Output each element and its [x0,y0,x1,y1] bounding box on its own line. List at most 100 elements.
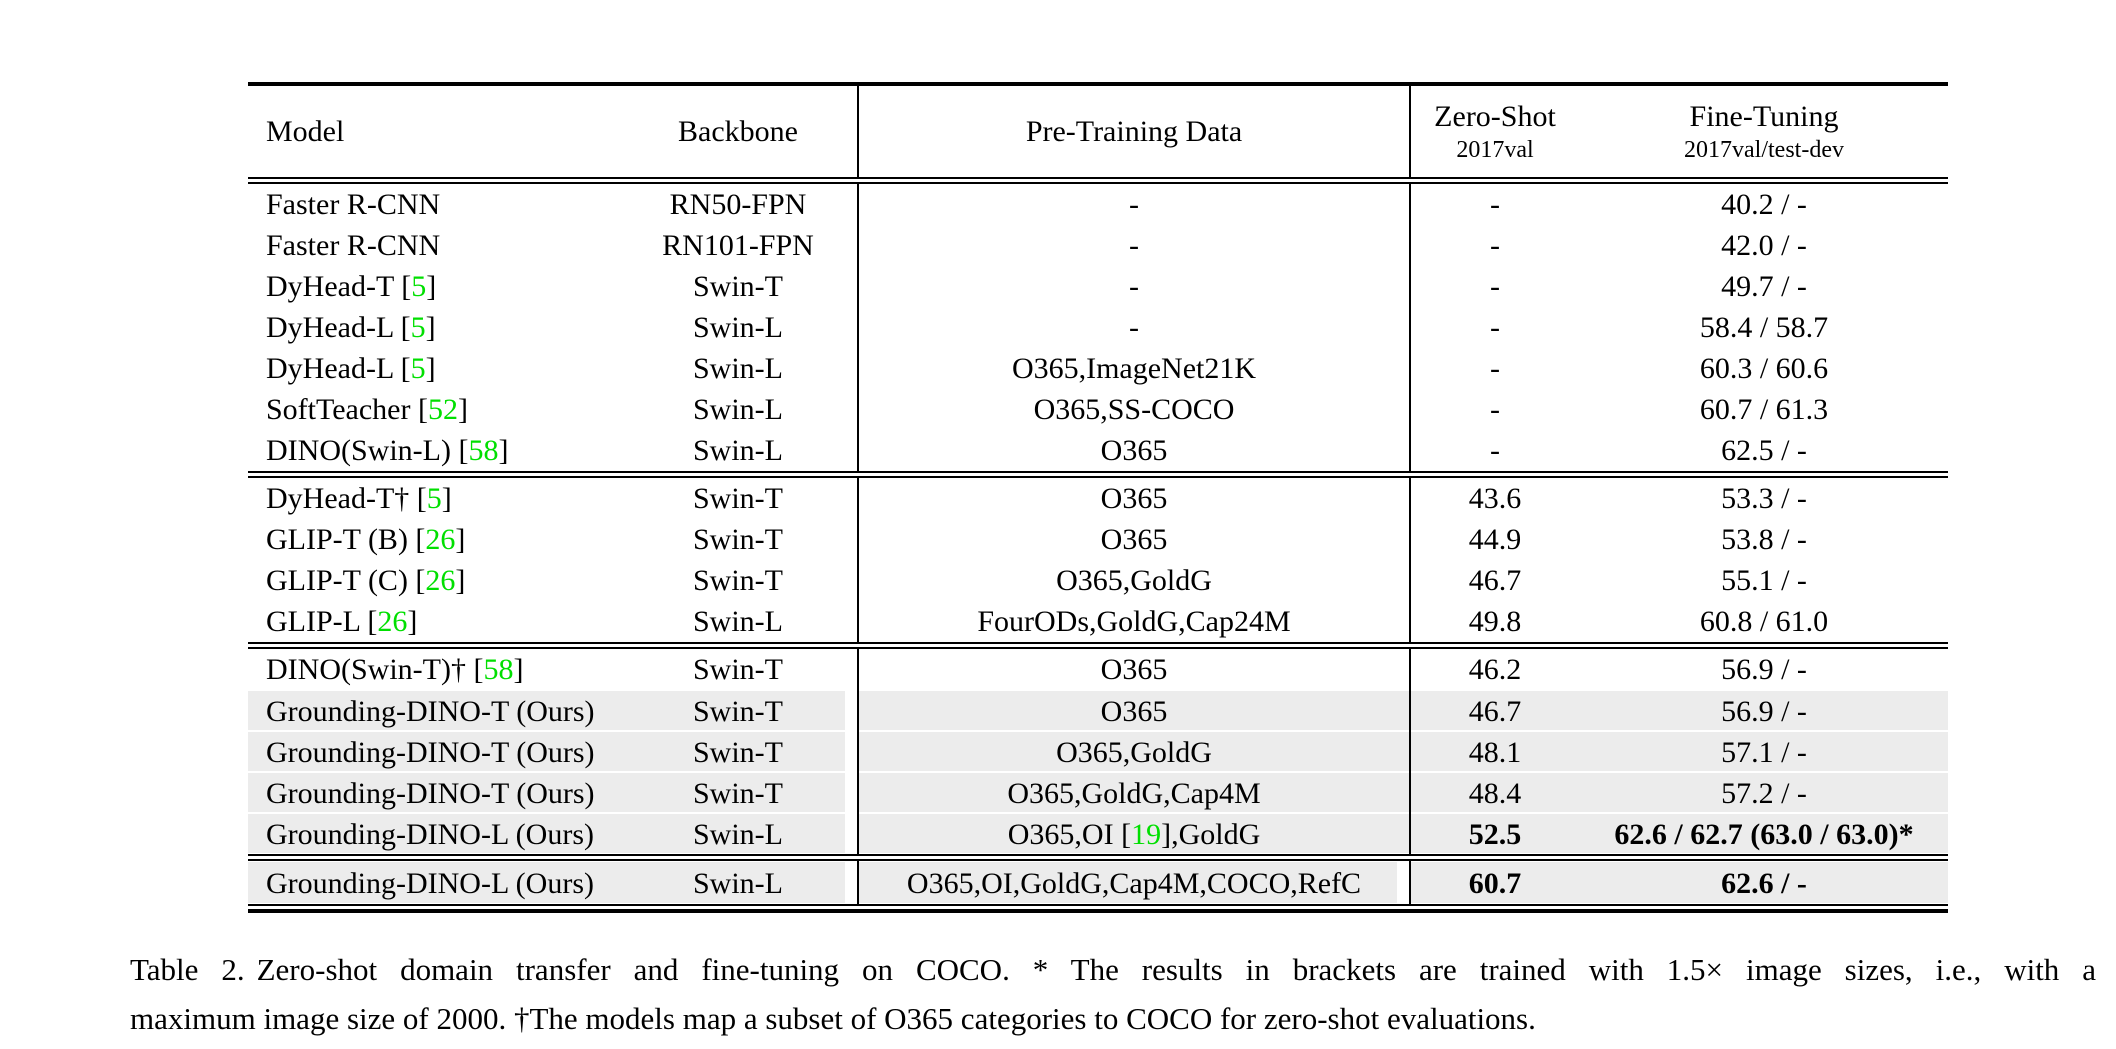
cell-model: SoftTeacher [52] [266,393,468,426]
header-fine-tuning-subtitle: 2017val/test-dev [1684,136,1844,163]
citation-number: 26 [425,564,456,597]
cell-backbone: Swin-L [693,352,783,385]
cell-backbone: Swin-L [693,434,783,467]
cell-pretraining-data: - [1129,188,1139,221]
cell-backbone: Swin-T [693,777,783,810]
citation-number: 26 [425,523,456,556]
cell-model: DINO(Swin-T)† [58] [266,653,524,686]
cell-fine-tuning-score: 53.3 / - [1721,482,1807,515]
caption-line-1-text: Zero-shot domain transfer and fine-tunin… [256,952,2097,987]
table-row: Grounding-DINO-T (Ours) Swin-T O365,Gold… [248,772,1948,813]
column-divider [857,478,859,642]
header-pretraining-data: Pre-Training Data [1025,115,1243,148]
cell-model: DyHead-T [5] [266,270,437,303]
table-row: DINO(Swin-T)† [58] Swin-T O365 46.2 56.9… [248,649,1948,690]
cell-backbone: Swin-T [693,482,783,515]
cell-fine-tuning-score: 62.6 / - [1721,867,1807,900]
cell-model: Faster R-CNN [266,229,441,262]
cell-zero-shot-score: 48.4 [1468,777,1522,810]
cell-model: DINO(Swin-L) [58] [266,434,509,467]
cell-fine-tuning-score: 57.2 / - [1721,777,1807,810]
column-divider [1409,649,1411,854]
header-zero-shot: Zero-Shot 2017val [1410,86,1580,177]
cell-fine-tuning-score: 55.1 / - [1721,564,1807,597]
cell-backbone: Swin-T [693,523,783,556]
column-divider [857,861,859,904]
citation-number: 5 [410,311,426,344]
cell-model: GLIP-T (B) [26] [266,523,466,556]
cell-pretraining-data: O365 [1100,434,1168,467]
cell-zero-shot-score: 52.5 [1468,818,1522,851]
cell-fine-tuning-score: 56.9 / - [1721,695,1807,728]
table-row: DINO(Swin-L) [58] Swin-L O365 - 62.5 / - [248,430,1948,471]
cell-model: Grounding-DINO-L (Ours) [266,818,594,851]
cell-fine-tuning-score: 57.1 / - [1721,736,1807,769]
cell-zero-shot-score: - [1490,311,1500,344]
citation-number: 58 [468,434,499,467]
cell-zero-shot-score: 44.9 [1468,523,1522,556]
table-header-row: Model Backbone Pre-Training Data Zero-Sh… [248,86,1948,177]
header-separator-rule [248,177,1948,184]
header-model: Model [266,115,345,148]
table-top-rule [248,82,1948,86]
cell-fine-tuning-score: 42.0 / - [1721,229,1807,262]
cell-zero-shot-score: - [1490,188,1500,221]
results-table: Model Backbone Pre-Training Data Zero-Sh… [248,82,1948,913]
cell-backbone: Swin-L [693,818,783,851]
cell-zero-shot-score: - [1490,352,1500,385]
block-separator-rule [248,642,1948,649]
cell-zero-shot-score: - [1490,393,1500,426]
cell-zero-shot-score: 46.7 [1468,695,1522,728]
caption-label: Table 2. [130,952,245,987]
column-divider [857,184,859,471]
table-caption: Table 2. Zero-shot domain transfer and fi… [130,945,2096,1043]
citation-number: 58 [483,653,514,686]
cell-pretraining-data: O365,ImageNet21K [1011,352,1257,385]
cell-pretraining-data: - [1129,229,1139,262]
cell-model: Grounding-DINO-T (Ours) [266,736,595,769]
cell-model: Grounding-DINO-L (Ours) [266,867,594,900]
table-bottom-rule [248,904,1948,913]
cell-backbone: Swin-L [693,311,783,344]
cell-zero-shot-score: 48.1 [1468,736,1522,769]
cell-pretraining-data: O365,GoldG,Cap4M [1007,777,1261,810]
header-fine-tuning: Fine-Tuning 2017val/test-dev [1580,86,1948,177]
cell-backbone: Swin-L [693,867,783,900]
table-block-grounding-dino: DINO(Swin-T)† [58] Swin-T O365 46.2 56.9… [248,649,1948,854]
cell-pretraining-data: - [1129,311,1139,344]
citation-number: 19 [1131,818,1162,851]
cell-pretraining-data: O365,OI [19],GoldG [1007,818,1261,851]
cell-zero-shot-score: - [1490,434,1500,467]
cell-pretraining-data: O365 [1100,523,1168,556]
cell-model: DyHead-T† [5] [266,482,452,515]
column-divider [857,86,859,177]
table-row: Grounding-DINO-L (Ours) Swin-L O365,OI [… [248,813,1948,854]
cell-pretraining-data: - [1129,270,1139,303]
cell-pretraining-data: O365 [1100,653,1168,686]
cell-fine-tuning-score: 60.3 / 60.6 [1699,352,1829,385]
table-row: GLIP-T (C) [26] Swin-T O365,GoldG 46.7 5… [248,560,1948,601]
caption-line-1: Table 2. Zero-shot domain transfer and fi… [130,945,2096,994]
header-fine-tuning-title: Fine-Tuning [1689,99,1839,133]
cell-pretraining-data: O365,GoldG [1056,564,1212,597]
cell-backbone: Swin-T [693,736,783,769]
cell-fine-tuning-score: 56.9 / - [1721,653,1807,686]
cell-fine-tuning-score: 60.8 / 61.0 [1699,605,1829,638]
cell-fine-tuning-score: 53.8 / - [1721,523,1807,556]
cell-zero-shot-score: - [1490,229,1500,262]
table-block-zero-shot-baselines: DyHead-T† [5] Swin-T O365 43.6 53.3 / - … [248,478,1948,642]
table-row: SoftTeacher [52] Swin-L O365,SS-COCO - 6… [248,389,1948,430]
header-zero-shot-title: Zero-Shot [1434,99,1556,133]
cell-backbone: Swin-L [693,605,783,638]
cell-model: DyHead-L [5] [266,352,436,385]
table-row: Grounding-DINO-T (Ours) Swin-T O365,Gold… [248,731,1948,772]
cell-zero-shot-score: 49.8 [1468,605,1522,638]
column-divider [1409,86,1411,177]
cell-backbone: RN101-FPN [662,229,814,262]
block-separator-rule [248,471,1948,478]
table-row: Grounding-DINO-T (Ours) Swin-T O365 46.7… [248,690,1948,731]
cell-fine-tuning-score: 62.6 / 62.7 (63.0 / 63.0)* [1614,818,1914,851]
caption-line-2: maximum image size of 2000. †The models … [130,1001,1536,1036]
table-row: DyHead-T [5] Swin-T - - 49.7 / - [248,266,1948,307]
column-divider [857,649,859,854]
